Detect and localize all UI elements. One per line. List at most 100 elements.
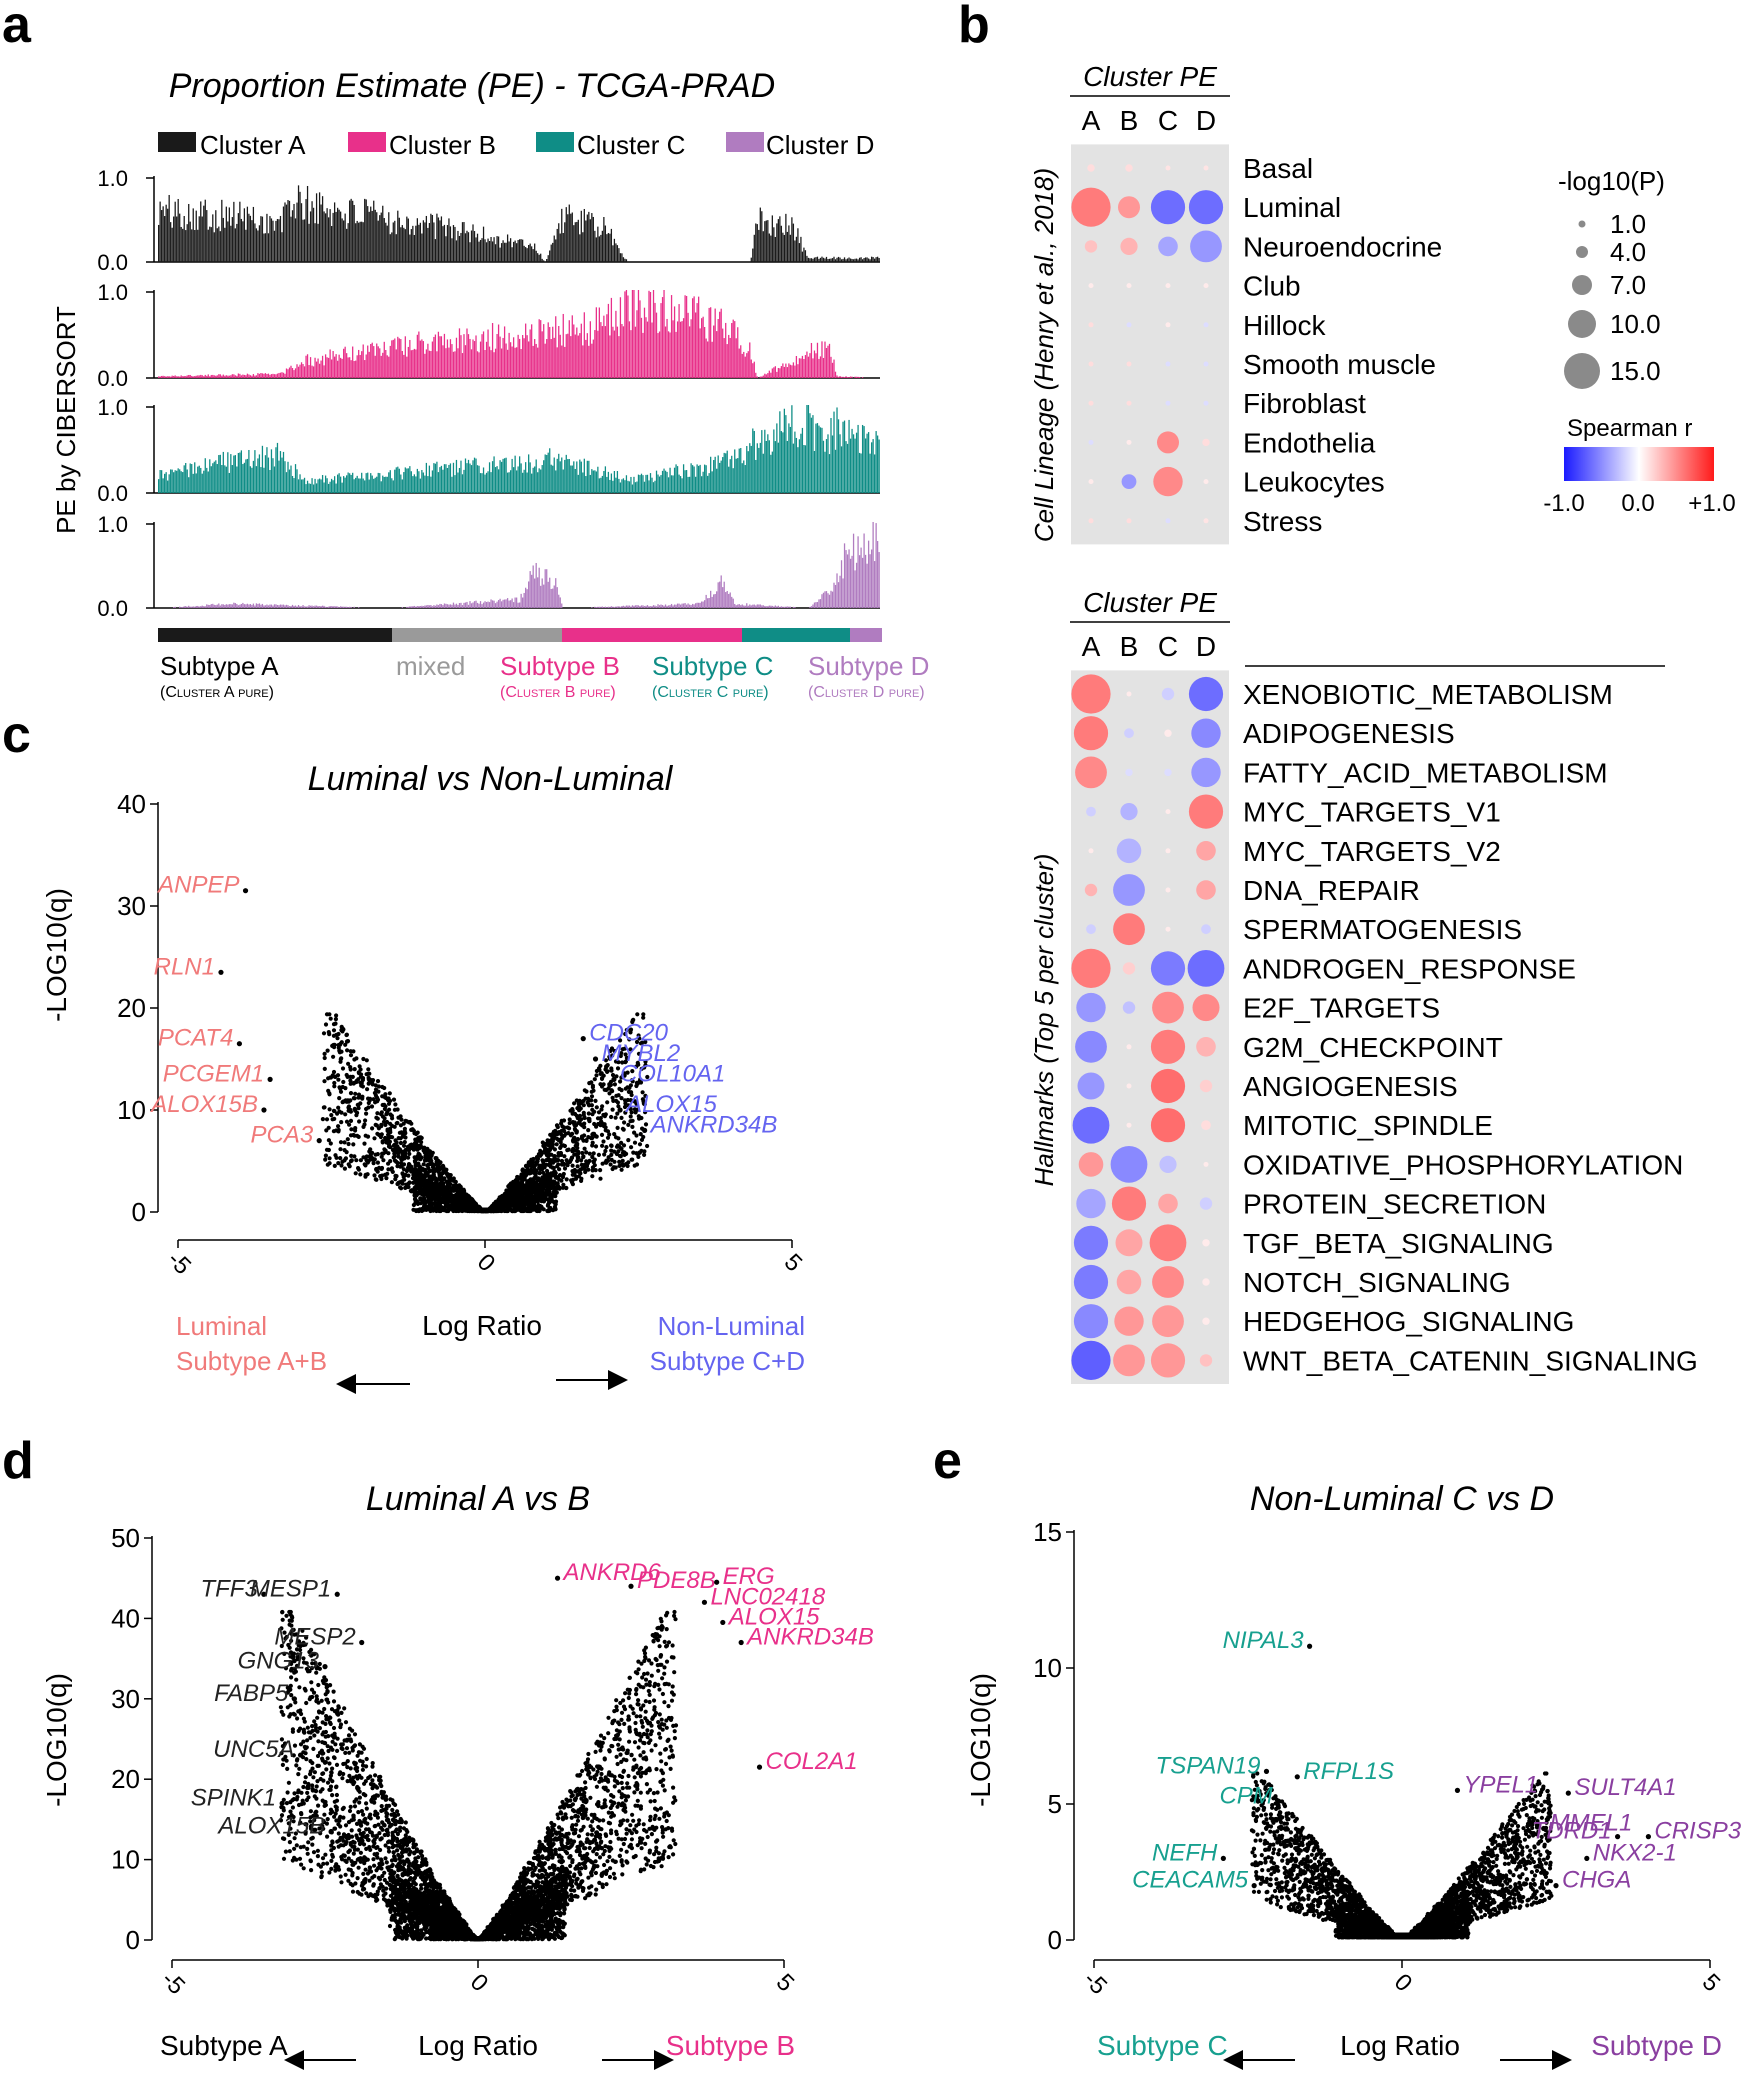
bar <box>598 236 600 262</box>
data-point <box>541 1162 546 1167</box>
bar <box>457 230 459 262</box>
data-point <box>548 1132 553 1137</box>
bar <box>508 600 510 608</box>
bar <box>488 346 491 378</box>
bar <box>854 376 856 378</box>
bar <box>794 240 796 262</box>
bar <box>688 326 691 378</box>
bar <box>239 201 241 262</box>
row-label: NOTCH_SIGNALING <box>1243 1267 1511 1298</box>
bar <box>422 606 425 608</box>
bar <box>442 469 444 493</box>
bar <box>291 604 294 608</box>
heatmap-bubble <box>1126 439 1132 445</box>
bar <box>720 308 722 378</box>
bar <box>466 328 468 378</box>
bar <box>505 343 507 378</box>
bar <box>403 472 405 493</box>
bar <box>649 291 652 378</box>
heatmap-bubble <box>1165 848 1171 854</box>
row-label: ANGIOGENESIS <box>1243 1071 1458 1102</box>
bar <box>610 473 613 493</box>
row-label: G2M_CHECKPOINT <box>1243 1032 1503 1063</box>
bar <box>615 310 617 378</box>
bar <box>540 253 542 262</box>
bar <box>350 474 352 493</box>
data-point <box>622 1120 627 1125</box>
bar <box>529 571 531 608</box>
heatmap-bubble <box>1150 1343 1186 1378</box>
lineage-axis-label: Cell Lineage (Henry et al., 2018) <box>1029 168 1059 542</box>
subtype-c-label: Subtype C <box>652 651 773 681</box>
bar <box>269 216 271 262</box>
bar <box>606 314 608 378</box>
bar <box>648 290 650 378</box>
bar <box>491 241 494 262</box>
bar <box>494 244 497 262</box>
heatmap-bubble <box>1071 1340 1111 1380</box>
bar <box>440 604 443 608</box>
bar <box>588 345 590 378</box>
bar <box>522 335 524 378</box>
bar <box>753 430 755 493</box>
heatmap-bubble <box>1165 518 1171 524</box>
bar <box>490 472 492 493</box>
bar <box>768 370 770 378</box>
bar <box>690 605 692 608</box>
bar <box>738 348 740 378</box>
bar <box>872 257 874 262</box>
bar <box>619 253 622 262</box>
data-point <box>618 1079 623 1084</box>
legend-swatch-cluster-d <box>726 132 764 152</box>
bar <box>171 469 173 493</box>
bar <box>278 605 280 608</box>
bar <box>219 454 221 493</box>
bar <box>535 562 537 608</box>
bar <box>652 290 655 378</box>
bar <box>503 242 506 262</box>
bar <box>427 604 429 608</box>
bar <box>315 193 318 262</box>
data-point <box>567 1121 572 1126</box>
bar <box>789 234 792 262</box>
bar <box>491 323 494 378</box>
bar <box>743 460 745 493</box>
bar <box>291 210 294 262</box>
bar <box>750 605 752 608</box>
bar <box>284 605 286 608</box>
heatmap-bubble <box>1165 322 1171 328</box>
bar <box>756 604 758 608</box>
bar <box>655 470 658 493</box>
bar <box>813 257 816 262</box>
bar <box>678 474 680 493</box>
bar <box>591 213 593 262</box>
data-point <box>336 1124 341 1129</box>
tick-label: 1.0 <box>97 395 128 420</box>
bar <box>428 465 431 493</box>
bar <box>532 467 534 493</box>
bar <box>428 223 431 262</box>
bar <box>287 605 289 608</box>
bar <box>461 353 464 378</box>
bar <box>768 233 770 262</box>
bar <box>340 211 342 262</box>
bar <box>532 249 534 262</box>
bar <box>490 599 492 608</box>
bar <box>520 463 522 493</box>
bar <box>797 447 799 493</box>
bar <box>189 463 191 493</box>
bar <box>873 258 876 262</box>
bar <box>803 358 805 378</box>
bar <box>225 604 227 608</box>
bar <box>321 475 324 493</box>
size-legend-label-10: 10.0 <box>1610 309 1661 339</box>
bar <box>731 596 733 608</box>
data-point <box>570 1149 575 1154</box>
bar <box>416 218 418 262</box>
bar <box>612 326 614 378</box>
data-point <box>581 1110 586 1115</box>
bar <box>300 606 303 608</box>
data-point <box>617 1153 623 1158</box>
bar <box>822 257 825 262</box>
bar <box>469 338 471 378</box>
